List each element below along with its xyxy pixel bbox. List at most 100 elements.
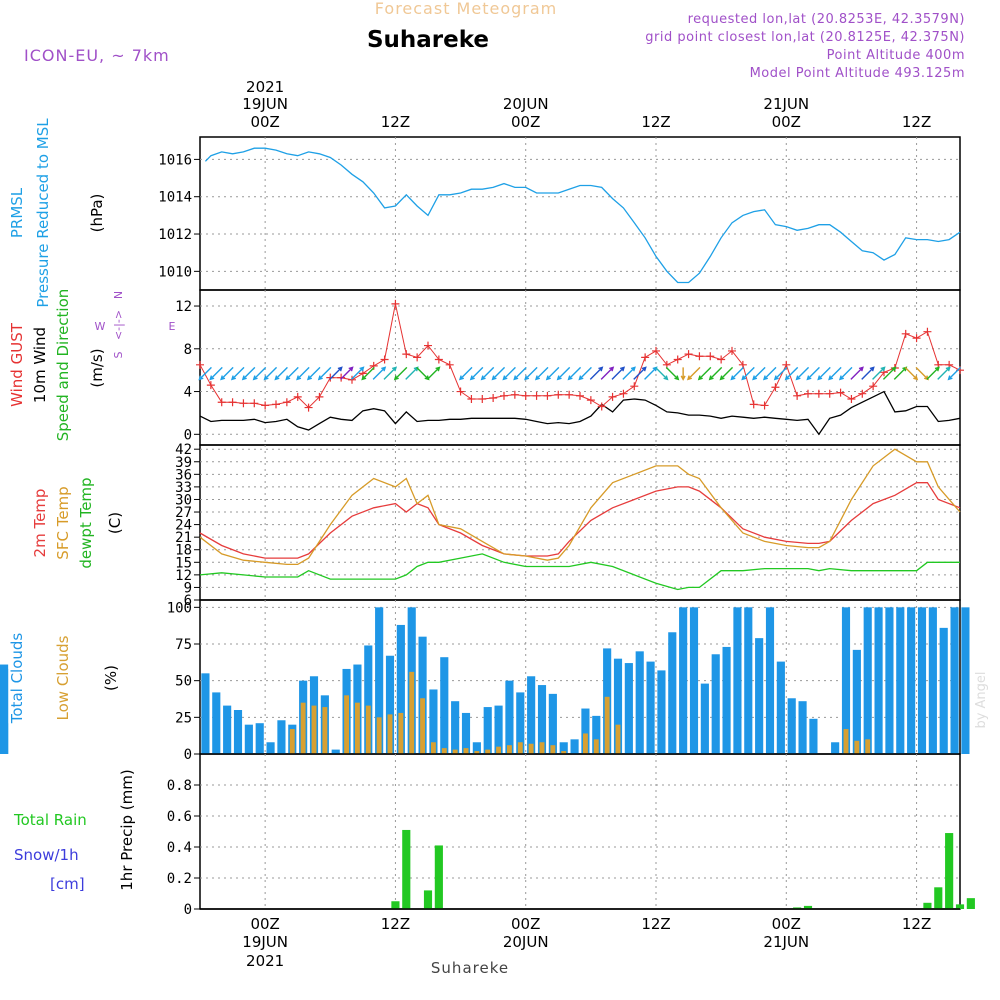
label-precip-unit: 1hr Precip (mm): [118, 769, 136, 890]
low-cloud-bar: [528, 743, 534, 754]
low-cloud-bar: [615, 724, 621, 754]
low-cloud-bar: [854, 740, 860, 754]
total-cloud-bar: [255, 723, 264, 754]
wind-direction-arrow: [458, 366, 473, 381]
wind-direction-arrow: [220, 366, 234, 381]
low-cloud-bar: [843, 729, 849, 754]
y-tick-label: 12: [175, 568, 192, 584]
label-temp-unit: (C): [106, 512, 124, 534]
wind-direction-arrow: [784, 366, 799, 381]
y-tick-label: 6: [184, 593, 192, 609]
total-cloud-bar: [896, 607, 905, 754]
wind-direction-arrow: [752, 366, 766, 381]
wind-direction-arrow: [708, 366, 723, 381]
low-cloud-bar: [344, 695, 350, 754]
point-altitude: Point Altitude 400m: [827, 48, 965, 63]
total-cloud-bar: [375, 607, 384, 754]
y-tick-label: 0: [184, 902, 192, 918]
wind-direction-arrow: [589, 366, 604, 380]
rain-bar: [945, 833, 954, 909]
wind-direction-arrow: [350, 366, 365, 380]
total-cloud-bar: [277, 720, 286, 754]
gust-marker: [565, 390, 574, 399]
total-cloud-bar: [679, 607, 688, 754]
total-cloud-bar: [559, 742, 568, 754]
low-cloud-bar: [289, 729, 295, 754]
wind-direction-arrow: [915, 366, 930, 381]
y-tick-label: 0.8: [167, 778, 192, 794]
gust-marker: [771, 383, 780, 392]
gust-marker: [608, 392, 617, 401]
total-cloud-bar: [505, 680, 514, 754]
gust-marker: [673, 355, 682, 364]
y-tick-label: 1014: [158, 190, 192, 206]
low-cloud-bar: [550, 745, 556, 754]
model-label: ICON-EU, ~ 7km: [24, 46, 170, 65]
gust-marker: [228, 398, 237, 407]
total-cloud-bar: [548, 693, 557, 754]
wind-direction-arrow: [741, 366, 755, 381]
gust-marker: [554, 390, 563, 399]
wind-direction-arrow: [480, 366, 495, 381]
low-cloud-bar: [539, 742, 545, 754]
label-snow-unit: [cm]: [50, 875, 85, 893]
total-cloud-bar: [396, 624, 405, 754]
label-prmsl-long: Pressure Reduced to MSL: [34, 118, 52, 308]
panel-frame: [199, 444, 961, 601]
rain-bar: [955, 904, 965, 909]
total-cloud-bar: [570, 739, 579, 754]
rain-bar: [923, 902, 932, 909]
wind-direction-arrow: [850, 366, 864, 380]
rain-bar: [966, 898, 975, 909]
low-cloud-bar: [593, 739, 599, 754]
total-cloud-bar: [613, 658, 623, 754]
total-cloud-bar: [950, 607, 959, 754]
low-cloud-bar: [398, 712, 404, 754]
wind-direction-arrow: [556, 366, 571, 381]
gust-marker: [456, 387, 465, 396]
wind-direction-arrow: [795, 366, 810, 381]
gust-marker: [282, 398, 291, 407]
low-cloud-bar: [409, 671, 415, 754]
wind-direction-arrow: [882, 366, 897, 380]
gust-marker: [326, 373, 335, 382]
label-low-clouds: Low Clouds: [54, 635, 72, 720]
y-tick-label: 12: [175, 299, 192, 315]
bottom-date-label: 20JUN: [503, 933, 549, 951]
gust-marker: [923, 327, 932, 336]
gust-marker: [510, 390, 519, 399]
y-tick-label: 0: [184, 747, 192, 763]
gust-marker: [793, 391, 802, 400]
gust-marker: [630, 382, 639, 391]
total-cloud-bar: [461, 712, 471, 754]
gust-marker: [478, 395, 487, 404]
rain-bar: [423, 890, 433, 909]
panel-clouds: 0 25 50 75 100: [0, 599, 970, 763]
total-cloud-bar: [0, 723, 9, 754]
panel-wind: 0 4 8 12 <-|-> N S W E: [95, 290, 964, 446]
bottom-time-label: 12Z: [641, 915, 670, 933]
gust-marker: [272, 400, 280, 409]
wind-direction-arrow: [209, 366, 223, 381]
wind-direction-arrow: [872, 366, 886, 380]
wind-direction-arrow: [904, 366, 919, 381]
total-cloud-bar: [527, 676, 536, 754]
low-cloud-bar: [420, 698, 426, 754]
label-total-rain: Total Rain: [13, 811, 87, 829]
wind-direction-arrow: [296, 366, 310, 381]
wind-direction-arrow: [393, 366, 408, 381]
label-pressure-unit: (hPa): [88, 194, 106, 233]
label-wind-unit: (m/s): [88, 348, 106, 387]
y-tick-label: 18: [175, 543, 192, 559]
total-cloud-bar: [657, 670, 666, 754]
top-time-label: 00Z: [250, 113, 279, 131]
wind-direction-arrow: [686, 366, 701, 381]
y-tick-label: 4: [184, 385, 192, 401]
low-cloud-bar: [463, 748, 469, 754]
wind-direction-arrow: [252, 366, 267, 381]
wind-direction-arrow: [578, 366, 592, 381]
wind-direction-arrow: [416, 366, 430, 381]
total-cloud-bar: [928, 607, 937, 754]
